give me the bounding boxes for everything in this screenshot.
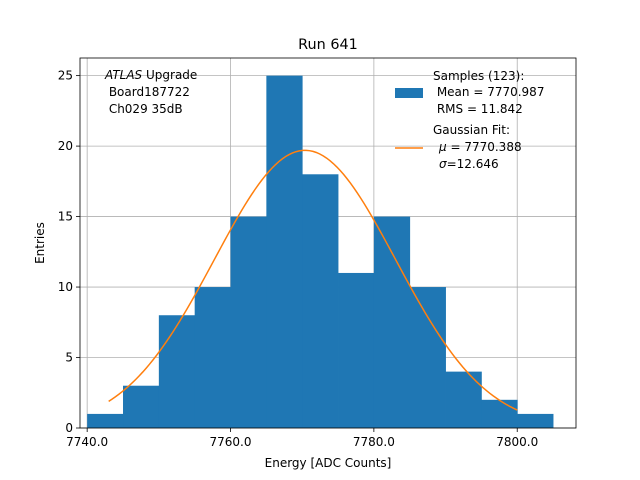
histogram-bar: [302, 174, 339, 428]
y-tick-label: 10: [58, 280, 73, 294]
legend-histogram-title: Samples (123):: [433, 69, 524, 83]
histogram-bar: [445, 371, 482, 428]
annotation-line-1: ATLAS Upgrade: [104, 68, 197, 82]
histogram-bar: [517, 413, 554, 428]
annotation-text: ATLAS Upgrade Board187722 Ch029 35dB: [104, 68, 197, 116]
x-axis-ticks: 7740.0 7760.0 7780.0 7800.0: [66, 428, 538, 449]
plot-frame: [79, 57, 577, 429]
gaussian-fit-curve: [108, 149, 518, 411]
y-tick-label: 0: [65, 421, 73, 435]
x-tick-label: 7800.0: [496, 435, 538, 449]
legend-histogram-swatch: [395, 88, 423, 98]
histogram-bars: [87, 75, 554, 428]
annotation-line-2: Board187722: [105, 85, 190, 99]
y-axis-label: Entries: [33, 222, 47, 264]
histogram-bar: [266, 75, 303, 428]
histogram-bar: [409, 287, 446, 428]
histogram-bar: [194, 287, 231, 428]
histogram-bar: [87, 413, 124, 428]
histogram-bar: [123, 385, 160, 428]
x-axis-label: Energy [ADC Counts]: [265, 456, 392, 470]
x-tick-label: 7740.0: [66, 435, 108, 449]
legend-fit-title: Gaussian Fit:: [433, 123, 510, 137]
legend: Samples (123): Mean = 7770.987 RMS = 11.…: [395, 69, 544, 171]
annotation-upgrade: Upgrade: [142, 68, 197, 82]
histogram-bar: [230, 216, 267, 428]
x-tick-label: 7760.0: [210, 435, 252, 449]
chart-title: Run 641: [298, 37, 358, 53]
histogram-bar: [481, 399, 518, 428]
legend-mu-value: = 7770.388: [447, 140, 522, 154]
histogram-bar: [338, 272, 375, 428]
legend-histogram-mean: Mean = 7770.987: [433, 85, 544, 99]
legend-fit-sigma: σ=12.646: [439, 157, 499, 171]
y-tick-label: 15: [58, 210, 73, 224]
legend-histogram-rms: RMS = 11.842: [433, 102, 523, 116]
histogram-bar: [373, 216, 411, 428]
histogram-bar: [158, 315, 196, 428]
y-axis-ticks: 0 5 10 15 20 25: [58, 69, 80, 435]
annotation-line-3: Ch029 35dB: [105, 102, 183, 116]
legend-fit-mu: μ = 7770.388: [438, 140, 522, 154]
x-tick-label: 7780.0: [353, 435, 395, 449]
y-tick-label: 5: [65, 351, 73, 365]
y-tick-label: 25: [58, 69, 73, 83]
legend-sigma-value: =12.646: [447, 157, 499, 171]
legend-sigma-symbol: σ: [439, 157, 447, 171]
annotation-atlas: ATLAS: [104, 68, 143, 82]
y-tick-label: 20: [58, 139, 73, 153]
legend-mu-symbol: μ: [438, 140, 447, 154]
